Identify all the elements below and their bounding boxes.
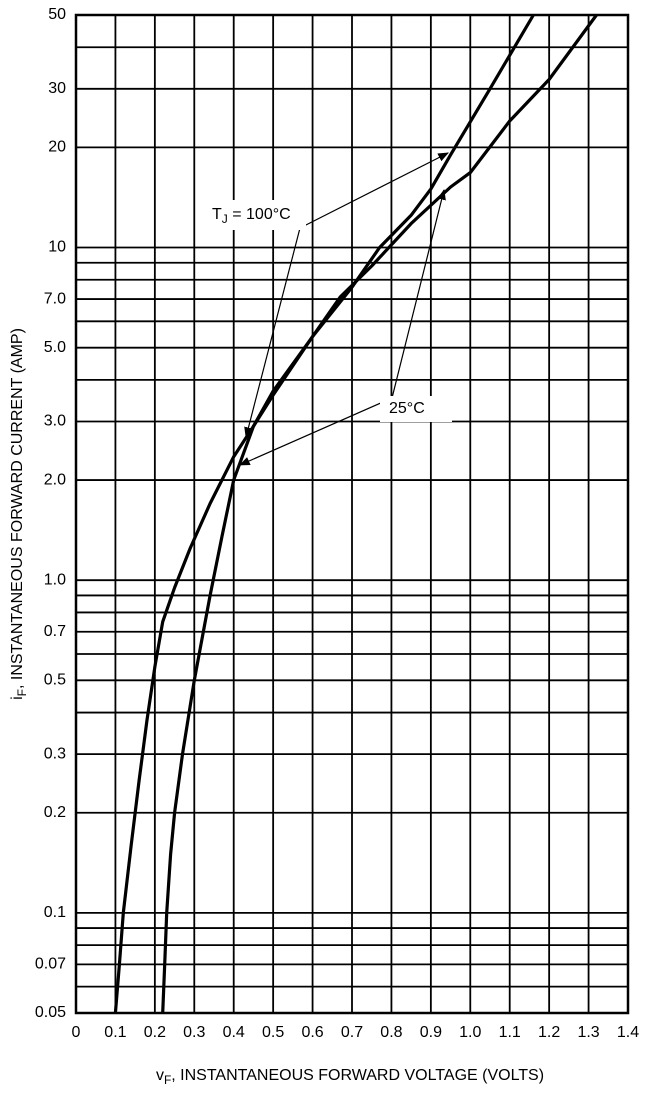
- y-tick-label: 50: [48, 6, 66, 23]
- y-tick-label: 30: [48, 80, 66, 97]
- x-tick-label: 0: [72, 1024, 81, 1041]
- y-tick-label: 2.0: [44, 471, 66, 488]
- x-tick-label: 1.0: [459, 1024, 481, 1041]
- annotation: 25°C: [389, 400, 425, 417]
- series-line: [161, 14, 535, 1014]
- y-tick-label: 0.5: [44, 672, 66, 689]
- y-tick-label: 7.0: [44, 290, 66, 307]
- y-axis-label-sub: F: [15, 689, 29, 696]
- annotation-bg: [198, 200, 306, 230]
- y-tick-label: 5.0: [44, 339, 66, 356]
- arrow: [244, 227, 301, 439]
- x-tick-label: 1.1: [499, 1024, 521, 1041]
- x-tick-label: 0.8: [380, 1024, 402, 1041]
- x-tick-label: 0.2: [144, 1024, 166, 1041]
- arrow: [239, 397, 393, 466]
- x-tick-label: 0.6: [301, 1024, 323, 1041]
- x-tick-label: 0.5: [262, 1024, 284, 1041]
- y-tick-label: 0.05: [35, 1004, 66, 1021]
- y-tick-label: 0.3: [44, 745, 66, 762]
- x-tick-label: 0.3: [183, 1024, 205, 1041]
- x-tick-label: 0.1: [104, 1024, 126, 1041]
- x-tick-label: 1.3: [577, 1024, 599, 1041]
- x-axis-label-sub: F: [164, 1073, 171, 1087]
- y-tick-label: 0.1: [44, 904, 66, 921]
- y-tick-label: 10: [48, 239, 66, 256]
- annotation-text: = 100°C: [228, 206, 291, 223]
- arrow: [299, 152, 449, 229]
- x-tick-label: 0.7: [341, 1024, 363, 1041]
- x-tick-label: 1.2: [538, 1024, 560, 1041]
- annotation-sub: J: [222, 212, 228, 226]
- y-tick-label: 0.7: [44, 623, 66, 640]
- x-tick-label: 0.4: [223, 1024, 245, 1041]
- x-axis-label: vF, INSTANTANEOUS FORWARD VOLTAGE (VOLTS…: [156, 1067, 544, 1087]
- x-tick-label: 0.9: [420, 1024, 442, 1041]
- annotation: TJ = 100°C: [212, 206, 291, 226]
- plot-frame: [74, 13, 630, 1015]
- plot: 0 0.1 0.2 0.3 0.4 0.5 0.6 0.7 0.8 0.9 1.0 1.1 1.2 1.3…: [35, 6, 639, 1041]
- y-axis-label-rest: , INSTANTANEOUS FORWARD CURRENT (AMP): [9, 328, 26, 689]
- series-line: [113, 14, 598, 1014]
- x-axis-label-rest: , INSTANTANEOUS FORWARD VOLTAGE (VOLTS): [171, 1067, 544, 1084]
- y-tick-label: 0.07: [35, 956, 66, 973]
- arrow: [391, 188, 446, 399]
- x-tick-label: 1.4: [617, 1024, 639, 1041]
- annotation-text: T: [212, 206, 222, 223]
- y-axis-label-main: i: [9, 696, 26, 700]
- y-tick-label: 20: [48, 139, 66, 156]
- y-tick-label: 0.2: [44, 804, 66, 821]
- y-axis-label: iF, INSTANTANEOUS FORWARD CURRENT (AMP): [9, 328, 29, 700]
- x-axis-label-main: v: [156, 1067, 164, 1084]
- y-tick-label: 1.0: [44, 571, 66, 588]
- y-tick-label: 3.0: [44, 413, 66, 430]
- annotation-arrows: [239, 152, 449, 466]
- annotation-bg: [380, 396, 452, 422]
